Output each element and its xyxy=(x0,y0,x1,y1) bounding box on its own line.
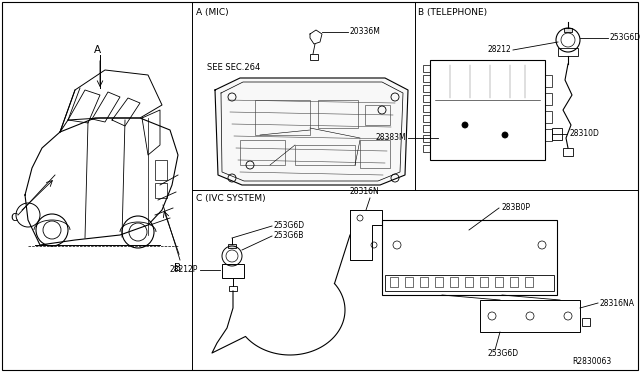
Text: 28316NA: 28316NA xyxy=(600,298,635,308)
Text: 253G6B: 253G6B xyxy=(274,231,305,241)
Text: B: B xyxy=(175,263,182,273)
Bar xyxy=(480,277,488,287)
Bar xyxy=(545,75,552,87)
Bar xyxy=(405,277,413,287)
Bar xyxy=(465,277,473,287)
Bar xyxy=(495,277,503,287)
Bar xyxy=(423,125,430,132)
Bar xyxy=(365,105,390,125)
Bar xyxy=(295,145,355,165)
Bar xyxy=(423,75,430,82)
Circle shape xyxy=(502,132,508,138)
Circle shape xyxy=(462,122,468,128)
Text: SEE SEC.264: SEE SEC.264 xyxy=(207,64,260,73)
Bar xyxy=(155,160,167,180)
Bar xyxy=(430,60,545,160)
Polygon shape xyxy=(215,78,408,185)
Text: 253G6DA: 253G6DA xyxy=(610,33,640,42)
Text: A: A xyxy=(93,45,100,55)
Bar xyxy=(582,318,590,326)
Bar xyxy=(382,220,557,295)
Text: B (TELEPHONE): B (TELEPHONE) xyxy=(418,7,487,16)
Bar xyxy=(318,100,358,128)
Text: 253G6D: 253G6D xyxy=(488,350,519,359)
Bar xyxy=(423,145,430,152)
Bar xyxy=(545,93,552,105)
Text: 20336M: 20336M xyxy=(350,28,381,36)
Bar xyxy=(390,277,398,287)
Text: 253G6D: 253G6D xyxy=(274,221,305,231)
Polygon shape xyxy=(25,118,178,245)
Bar xyxy=(155,183,167,198)
Bar xyxy=(545,129,552,141)
Text: 28310D: 28310D xyxy=(569,129,599,138)
Bar xyxy=(510,277,518,287)
Bar xyxy=(423,65,430,72)
Text: 28212P: 28212P xyxy=(170,266,198,275)
Bar xyxy=(423,135,430,142)
Bar xyxy=(552,128,562,140)
Bar xyxy=(423,115,430,122)
Bar xyxy=(240,140,285,165)
Text: 28383M: 28383M xyxy=(376,134,406,142)
Text: C (IVC SYSTEM): C (IVC SYSTEM) xyxy=(196,193,266,202)
Bar xyxy=(435,277,443,287)
Text: 28316N: 28316N xyxy=(349,187,379,196)
Bar xyxy=(450,277,458,287)
Bar xyxy=(222,264,244,278)
Bar xyxy=(255,100,310,135)
Bar xyxy=(423,95,430,102)
Bar xyxy=(423,105,430,112)
Bar xyxy=(423,85,430,92)
Text: C: C xyxy=(10,213,18,223)
Bar xyxy=(558,48,578,56)
Bar xyxy=(563,148,573,156)
Bar xyxy=(480,300,580,332)
Bar xyxy=(545,111,552,123)
Bar xyxy=(525,277,533,287)
Bar xyxy=(229,286,237,291)
Bar xyxy=(564,28,572,32)
Bar xyxy=(385,275,554,291)
Bar xyxy=(360,140,390,168)
Bar xyxy=(310,54,318,60)
Text: A (MIC): A (MIC) xyxy=(196,7,228,16)
Bar xyxy=(228,244,236,248)
Text: R2830063: R2830063 xyxy=(572,357,611,366)
Text: 283B0P: 283B0P xyxy=(501,203,530,212)
Text: 28212: 28212 xyxy=(487,45,511,55)
Bar xyxy=(420,277,428,287)
